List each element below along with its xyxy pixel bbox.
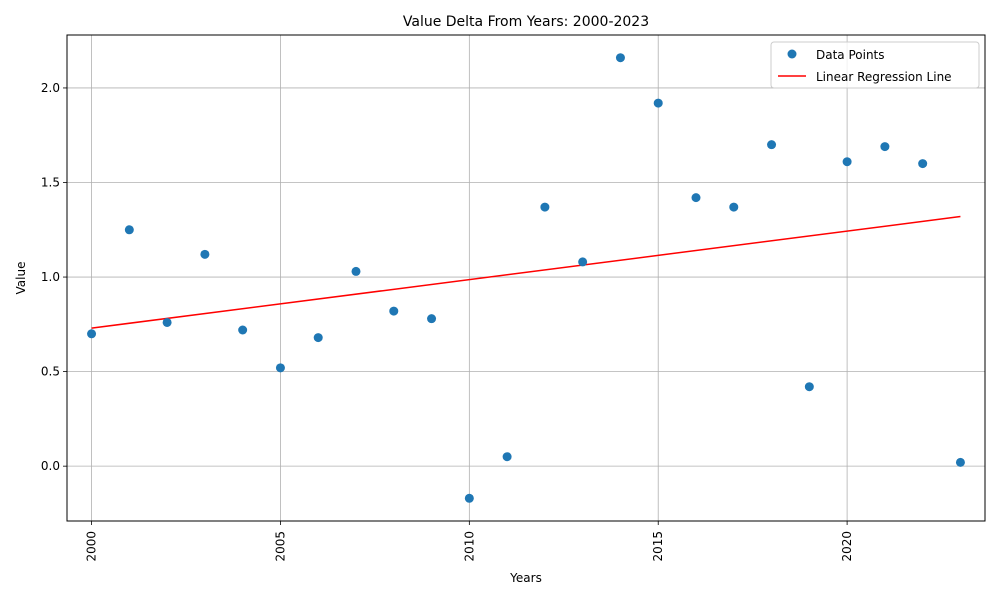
data-point bbox=[389, 306, 399, 316]
x-tick-label: 2015 bbox=[651, 531, 665, 562]
x-tick-label: 2010 bbox=[462, 531, 476, 562]
y-axis-ticks: 0.0 0.5 1.0 1.5 2.0 bbox=[41, 81, 67, 473]
data-point bbox=[615, 53, 625, 63]
data-point bbox=[351, 266, 361, 276]
y-tick-label: 0.5 bbox=[41, 365, 60, 379]
data-points-layer bbox=[87, 53, 965, 503]
regression-line-layer bbox=[91, 215, 961, 329]
x-tick-label: 2000 bbox=[85, 531, 99, 562]
data-point bbox=[578, 257, 588, 267]
data-point bbox=[955, 457, 965, 467]
data-point bbox=[238, 325, 248, 335]
data-point bbox=[87, 329, 97, 339]
legend: Data Points Linear Regression Line bbox=[770, 41, 980, 89]
regression-line bbox=[91, 215, 961, 329]
data-point bbox=[691, 193, 701, 203]
y-tick-label: 2.0 bbox=[41, 81, 60, 95]
y-tick-label: 1.5 bbox=[41, 176, 60, 190]
data-point bbox=[162, 317, 172, 327]
x-axis-ticks: 2000 2005 2010 2015 2020 bbox=[85, 521, 854, 562]
y-tick-label: 1.0 bbox=[41, 270, 60, 284]
data-point bbox=[275, 363, 285, 373]
y-tick-label: 0.0 bbox=[41, 459, 60, 473]
legend-marker-data-points bbox=[787, 49, 797, 59]
plot-frame bbox=[66, 34, 986, 522]
data-point bbox=[540, 202, 550, 212]
x-tick-label: 2020 bbox=[840, 531, 854, 562]
data-point bbox=[880, 142, 890, 152]
legend-label-regression-line: Linear Regression Line bbox=[816, 70, 952, 84]
data-point bbox=[767, 140, 777, 150]
data-point bbox=[464, 493, 474, 503]
data-point bbox=[124, 225, 134, 235]
data-point bbox=[427, 314, 437, 324]
y-axis-label: Value bbox=[14, 262, 28, 295]
x-tick-label: 2005 bbox=[273, 531, 287, 562]
data-point bbox=[842, 157, 852, 167]
legend-label-data-points: Data Points bbox=[816, 48, 885, 62]
data-point bbox=[653, 98, 663, 108]
legend-box bbox=[770, 41, 980, 89]
data-point bbox=[200, 249, 210, 259]
x-axis-label: Years bbox=[509, 571, 542, 585]
data-point bbox=[313, 333, 323, 343]
data-point bbox=[729, 202, 739, 212]
data-point bbox=[804, 382, 814, 392]
chart-title: Value Delta From Years: 2000-2023 bbox=[403, 14, 649, 30]
data-point bbox=[918, 159, 928, 169]
data-point bbox=[502, 452, 512, 462]
